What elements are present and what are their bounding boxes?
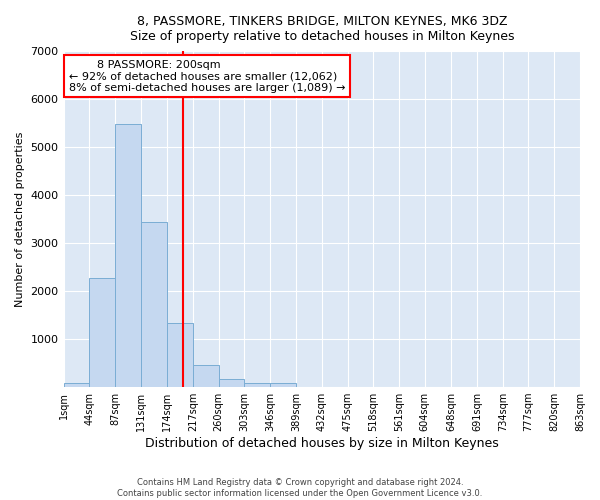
Bar <box>193 365 219 387</box>
Bar <box>167 323 193 387</box>
Text: 8 PASSMORE: 200sqm
← 92% of detached houses are smaller (12,062)
8% of semi-deta: 8 PASSMORE: 200sqm ← 92% of detached hou… <box>69 60 345 92</box>
Text: Contains HM Land Registry data © Crown copyright and database right 2024.
Contai: Contains HM Land Registry data © Crown c… <box>118 478 482 498</box>
Bar <box>64 383 89 387</box>
Bar <box>142 222 167 387</box>
Bar <box>115 124 142 387</box>
Y-axis label: Number of detached properties: Number of detached properties <box>15 132 25 307</box>
X-axis label: Distribution of detached houses by size in Milton Keynes: Distribution of detached houses by size … <box>145 437 499 450</box>
Bar <box>219 379 244 387</box>
Bar <box>89 278 115 387</box>
Bar <box>244 383 270 387</box>
Title: 8, PASSMORE, TINKERS BRIDGE, MILTON KEYNES, MK6 3DZ
Size of property relative to: 8, PASSMORE, TINKERS BRIDGE, MILTON KEYN… <box>130 15 514 43</box>
Bar <box>270 383 296 387</box>
